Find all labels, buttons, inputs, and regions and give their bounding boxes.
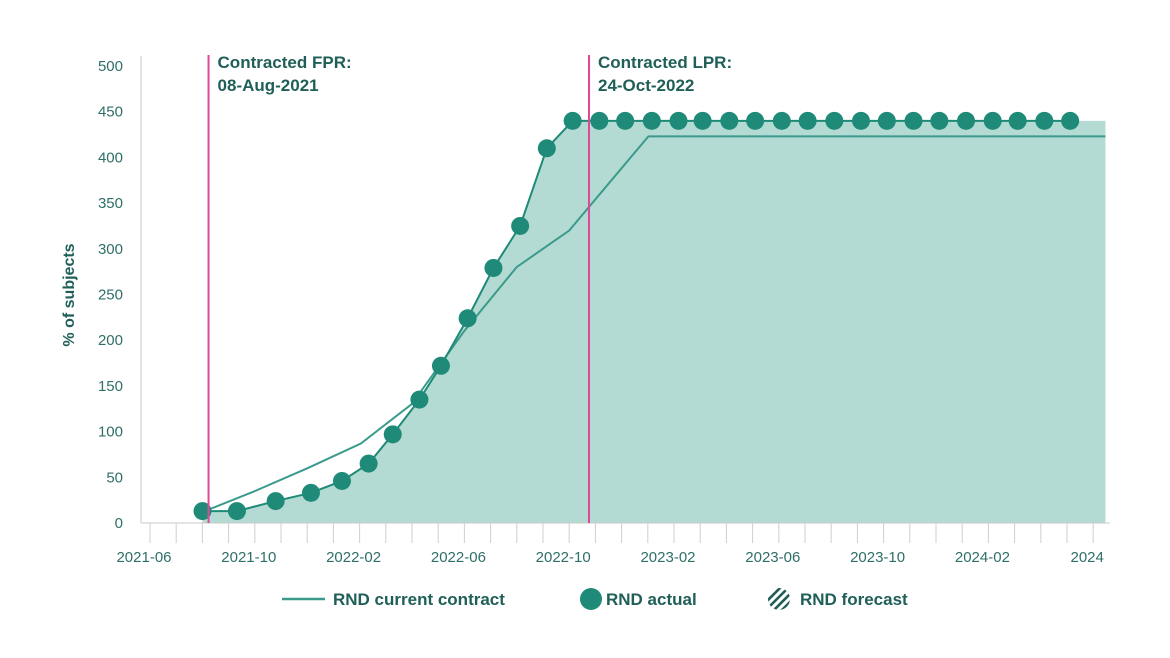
y-tick-label: 500 (98, 58, 123, 75)
actual-point (983, 111, 1002, 130)
x-tick-label: 2024 (1071, 549, 1104, 566)
annotation-layer: Contracted FPR: 08-Aug-2021 Contracted LPR… (207, 53, 732, 523)
actual-marker-layer (193, 111, 1080, 521)
actual-point (1061, 111, 1080, 130)
actual-point (359, 454, 378, 473)
actual-point (563, 111, 582, 130)
y-tick-label: 350 (98, 195, 123, 212)
actual-point (484, 258, 503, 277)
x-tick-label: 2023-10 (850, 549, 905, 566)
actual-point (693, 111, 712, 130)
actual-point (904, 111, 923, 130)
actual-point (669, 111, 688, 130)
actual-point (458, 309, 477, 328)
x-tick-label: 2023-06 (745, 549, 800, 566)
x-tick-label: 2022-10 (536, 549, 591, 566)
actual-point (410, 390, 429, 409)
legend-contract-label: RND current contract (333, 590, 505, 609)
annotation-label: Contracted LPR: (598, 53, 732, 72)
legend-forecast-icon (768, 588, 790, 610)
y-tick-label: 250 (98, 287, 123, 304)
actual-point (825, 111, 844, 130)
actual-point (590, 111, 609, 130)
y-tick-label: 50 (106, 469, 123, 486)
annotation-date: 08-Aug-2021 (218, 76, 319, 95)
actual-point (266, 492, 285, 511)
axes-layer (140, 56, 1110, 543)
actual-point (1035, 111, 1054, 130)
actual-point (431, 356, 450, 375)
y-tick-label: 450 (98, 104, 123, 121)
y-tick-label: 0 (115, 515, 123, 532)
actual-point (877, 111, 896, 130)
forecast-area (202, 120, 1106, 523)
actual-point (746, 111, 765, 130)
actual-point (642, 111, 661, 130)
x-tick-labels: 2021-06 2021-10 2022-02 2022-06 2022-10 2023-… (116, 549, 1103, 566)
y-tick-label: 150 (98, 378, 123, 395)
legend-forecast-label: RND forecast (800, 590, 908, 609)
x-tick-label: 2021-06 (116, 549, 171, 566)
x-tick-label: 2024-02 (955, 549, 1010, 566)
actual-point (930, 111, 949, 130)
forecast-area-layer (202, 120, 1106, 523)
actual-point (616, 111, 635, 130)
actual-point (193, 502, 212, 521)
x-tick-label: 2021-10 (221, 549, 276, 566)
actual-point (720, 111, 739, 130)
actual-point (332, 471, 351, 490)
annotation-label: Contracted FPR: (218, 53, 352, 72)
y-tick-label: 300 (98, 241, 123, 258)
y-tick-label: 200 (98, 332, 123, 349)
actual-point (1008, 111, 1027, 130)
actual-point (227, 502, 246, 521)
actual-point (383, 425, 402, 444)
y-tick-label: 400 (98, 149, 123, 166)
actual-point (511, 216, 530, 235)
actual-point (537, 139, 556, 158)
annotation-date: 24-Oct-2022 (598, 76, 694, 95)
legend-actual-marker (580, 588, 602, 610)
legend-actual-label: RND actual (606, 590, 697, 609)
x-tick-label: 2022-06 (431, 549, 486, 566)
x-tick-label: 2023-02 (640, 549, 695, 566)
actual-point (798, 111, 817, 130)
actual-point (772, 111, 791, 130)
y-axis-label: % of subjects (61, 243, 78, 346)
actual-point (957, 111, 976, 130)
y-tick-label: 100 (98, 424, 123, 441)
x-tick-label: 2022-02 (326, 549, 381, 566)
y-tick-labels: 0 50 100 150 200 250 300 350 400 450 500 (98, 58, 123, 532)
legend: RND current contract RND actual RND fore… (282, 588, 908, 610)
actual-point (301, 483, 320, 502)
actual-point (852, 111, 871, 130)
